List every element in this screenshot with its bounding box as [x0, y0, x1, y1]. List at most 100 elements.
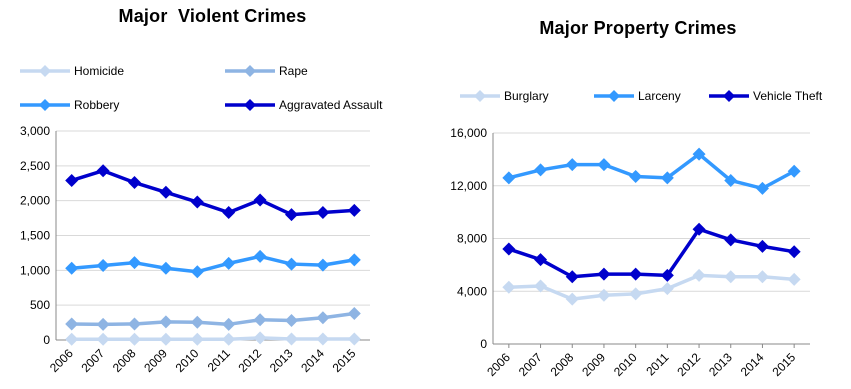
data-point	[96, 258, 110, 272]
data-point	[253, 313, 267, 327]
x-tick-label: 2013	[706, 350, 735, 379]
data-point	[347, 203, 361, 217]
data-point	[128, 176, 141, 190]
y-tick-label: 12,000	[450, 179, 487, 193]
data-point	[253, 331, 267, 345]
data-point	[502, 280, 516, 294]
x-tick-label: 2006	[47, 346, 76, 375]
x-tick-label: 2008	[548, 350, 577, 379]
data-point	[65, 332, 79, 346]
data-point	[190, 315, 204, 329]
y-tick-label: 0	[480, 337, 487, 351]
y-tick-label: 3,000	[20, 124, 50, 138]
y-tick-label: 1,000	[20, 263, 50, 277]
x-tick-label: 2006	[484, 350, 513, 379]
legend-swatch-marker	[244, 99, 256, 111]
data-point	[597, 267, 611, 281]
data-point	[629, 267, 643, 281]
data-point	[347, 253, 361, 267]
data-point	[597, 158, 611, 172]
data-point	[502, 171, 516, 185]
x-tick-label: 2010	[611, 350, 640, 379]
legend-swatch-marker	[474, 90, 486, 102]
data-point	[755, 270, 769, 284]
data-point	[629, 287, 643, 301]
data-point	[660, 268, 674, 282]
x-tick-label: 2010	[173, 346, 202, 375]
x-tick-label: 2009	[141, 346, 170, 375]
y-tick-label: 2,000	[20, 194, 50, 208]
legend-label: Burglary	[504, 89, 549, 103]
legend-label: Aggravated Assault	[279, 98, 383, 112]
y-tick-label: 8,000	[457, 232, 487, 246]
data-point	[316, 332, 330, 346]
y-tick-label: 0	[43, 333, 50, 347]
y-tick-label: 2,500	[20, 159, 50, 173]
data-point	[534, 253, 548, 267]
x-tick-label: 2009	[579, 350, 608, 379]
x-tick-label: 2014	[298, 346, 327, 375]
chart-title: Major Property Crimes	[539, 18, 737, 38]
data-point	[159, 185, 173, 199]
data-point	[755, 239, 769, 253]
x-tick-label: 2007	[516, 350, 545, 379]
data-point	[222, 317, 236, 331]
data-point	[316, 311, 330, 325]
data-point	[755, 181, 769, 195]
data-point	[316, 258, 330, 272]
data-point	[128, 256, 141, 270]
data-point	[65, 261, 79, 275]
chart-title: Major Violent Crimes	[118, 6, 307, 26]
x-tick-label: 2011	[205, 346, 233, 374]
data-point	[787, 245, 801, 259]
data-point	[629, 170, 643, 184]
data-point	[692, 222, 706, 236]
data-point	[96, 317, 110, 331]
data-point	[65, 317, 79, 331]
legend-swatch-marker	[723, 90, 735, 102]
legend-label: Vehicle Theft	[753, 89, 823, 103]
data-point	[159, 332, 173, 346]
data-point	[159, 261, 173, 275]
data-point	[285, 313, 298, 327]
x-tick-label: 2007	[78, 346, 107, 375]
series-line	[508, 152, 795, 191]
legend-label: Rape	[279, 64, 308, 78]
data-point	[724, 173, 738, 187]
y-tick-label: 16,000	[450, 126, 487, 140]
data-point	[190, 332, 204, 346]
data-point	[347, 332, 361, 346]
data-point	[128, 332, 141, 346]
data-point	[253, 193, 267, 207]
x-tick-label: 2014	[738, 350, 767, 379]
x-tick-label: 2008	[110, 346, 139, 375]
data-point	[565, 292, 579, 306]
data-point	[285, 208, 298, 222]
data-point	[724, 233, 738, 247]
data-point	[190, 265, 204, 279]
data-point	[787, 272, 801, 286]
series-line	[71, 311, 355, 327]
data-point	[692, 147, 706, 161]
legend-label: Larceny	[638, 89, 681, 103]
data-point	[534, 279, 548, 293]
series-line	[71, 254, 355, 274]
x-tick-label: 2015	[330, 346, 359, 375]
data-point	[222, 332, 236, 346]
data-point	[787, 164, 801, 178]
x-tick-label: 2012	[674, 350, 703, 379]
data-point	[502, 242, 516, 256]
data-point	[347, 307, 361, 321]
data-point	[565, 270, 579, 284]
x-tick-label: 2015	[769, 350, 798, 379]
legend-label: Robbery	[74, 98, 119, 112]
data-point	[222, 256, 236, 270]
data-point	[316, 206, 330, 220]
data-point	[692, 268, 706, 282]
data-point	[96, 164, 110, 178]
x-tick-label: 2013	[267, 346, 296, 375]
data-point	[597, 288, 611, 302]
data-point	[65, 173, 79, 187]
